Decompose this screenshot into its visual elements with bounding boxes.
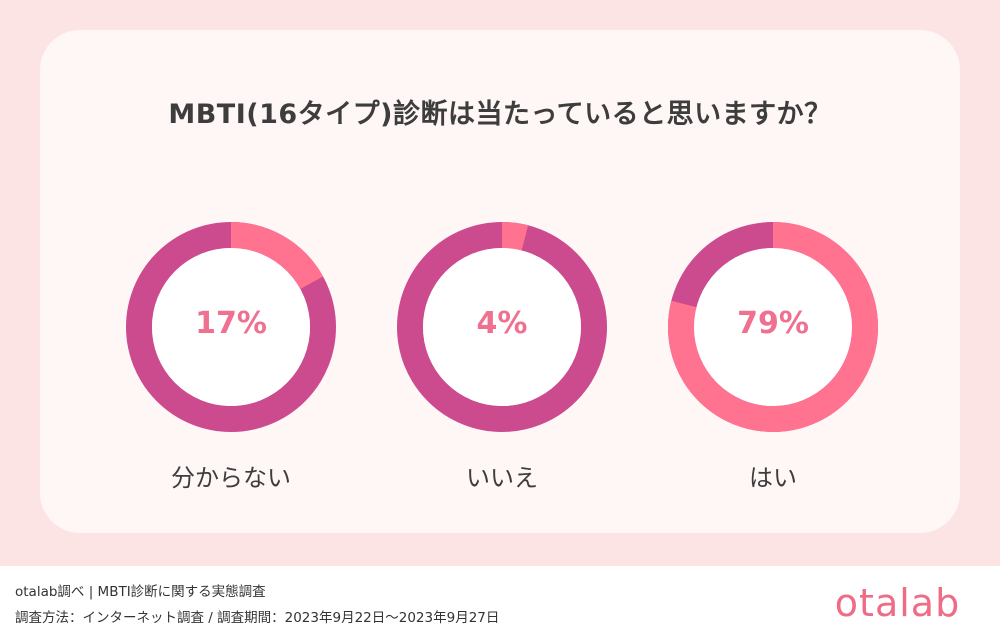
- donut-hole: [152, 248, 310, 406]
- donut-hole: [423, 248, 581, 406]
- percent-label: 17%: [195, 306, 267, 341]
- donut-svg: [126, 222, 336, 432]
- donut-segment-はい: [668, 222, 878, 432]
- donut-segment-分からない: [126, 222, 336, 432]
- category-label: いいえ: [466, 464, 538, 492]
- footer-source: otalab調べ | MBTI診断に関する実態調査: [15, 584, 266, 600]
- donut-hole: [694, 248, 852, 406]
- percent-label: 79%: [737, 306, 809, 341]
- donut-svg: [668, 222, 878, 432]
- donut-chart-no: 4% いいえ: [397, 222, 607, 492]
- donut-chart-yes: 79% はい: [668, 222, 878, 492]
- footer-method: 調査方法：インターネット調査 / 調査期間：2023年9月22日〜2023年9月…: [15, 610, 500, 626]
- percent-label: 4%: [476, 306, 528, 341]
- donut-chart-unknown: 17% 分からない: [126, 222, 336, 492]
- donut-segment-いいえ: [397, 222, 607, 432]
- category-label: はい: [749, 464, 797, 492]
- chart-title: MBTI(16タイプ)診断は当たっていると思いますか？: [168, 99, 832, 130]
- otalab-logo: otalab: [834, 581, 961, 625]
- donut-svg: [397, 222, 607, 432]
- category-label: 分からない: [171, 464, 291, 492]
